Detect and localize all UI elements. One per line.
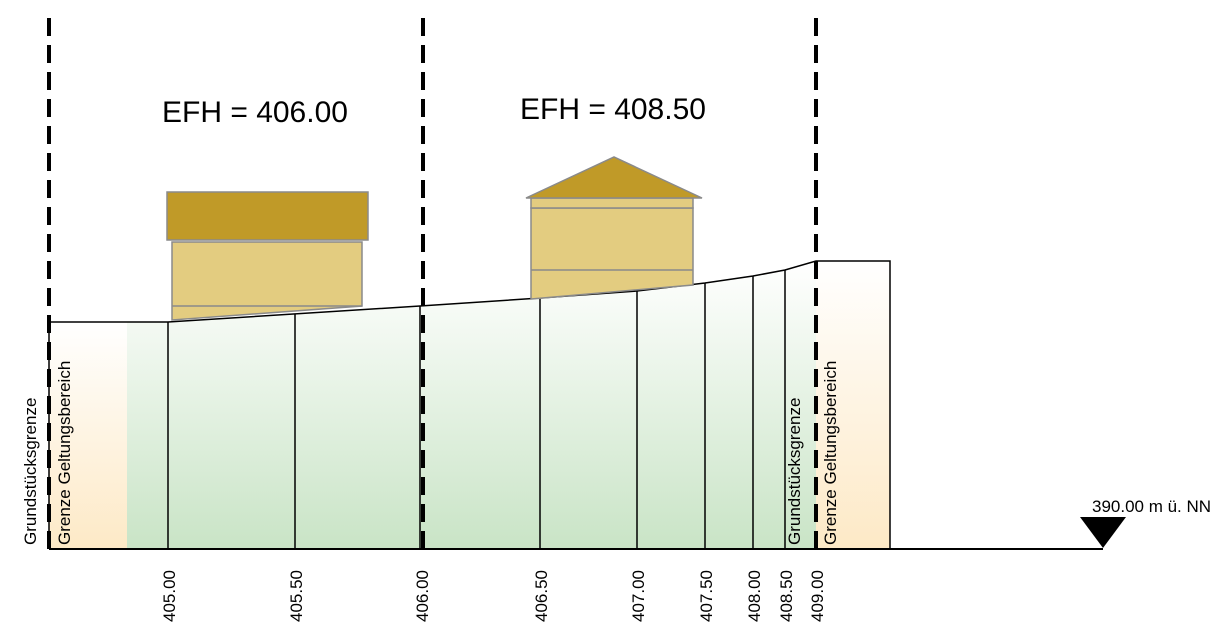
terrain-fill (127, 261, 816, 549)
house-right (525, 156, 703, 300)
elevation-tick-label: 406.00 (413, 570, 432, 622)
elevation-tick-label: 405.50 (287, 570, 306, 622)
house-right-gable-roof (525, 156, 703, 199)
boundary-scope-left-label: Grenze Geltungsbereich (55, 361, 74, 545)
house-left-flat-roof (166, 191, 369, 241)
house-right-walls (530, 207, 694, 300)
elevation-tick-label: 406.50 (532, 570, 551, 622)
elevation-tick-label: 407.50 (697, 570, 716, 622)
elevation-tick-label: 405.00 (160, 570, 179, 622)
left-boundary-zone (49, 322, 127, 549)
elevation-tick-label: 408.00 (745, 570, 764, 622)
right-boundary-zone (816, 261, 890, 549)
elevation-tick-label: 409.00 (808, 570, 827, 622)
reference-level-label: 390.00 m ü. NN (1092, 497, 1211, 516)
plot-boundary-lines (47, 18, 818, 549)
boundary-plot-left-label: Grundstücksgrenze (21, 398, 40, 545)
elevation-tick-label: 408.50 (777, 570, 796, 622)
efh-right-label: EFH = 408.50 (520, 93, 706, 126)
house-left (166, 191, 369, 321)
elevation-tick-label: 407.00 (629, 570, 648, 622)
house-left-walls (171, 241, 363, 321)
contour-lines (167, 270, 786, 549)
efh-left-label: EFH = 406.00 (162, 96, 348, 129)
boundary-plot-right-label: Grundstücksgrenze (785, 398, 804, 545)
house-right-eave (530, 197, 694, 209)
elevation-ticks: 405.00 405.50 406.00 406.50 407.00 407.5… (160, 570, 827, 622)
boundary-scope-right-label: Grenze Geltungsbereich (821, 361, 840, 545)
reference-level-triangle-icon (1080, 517, 1126, 548)
